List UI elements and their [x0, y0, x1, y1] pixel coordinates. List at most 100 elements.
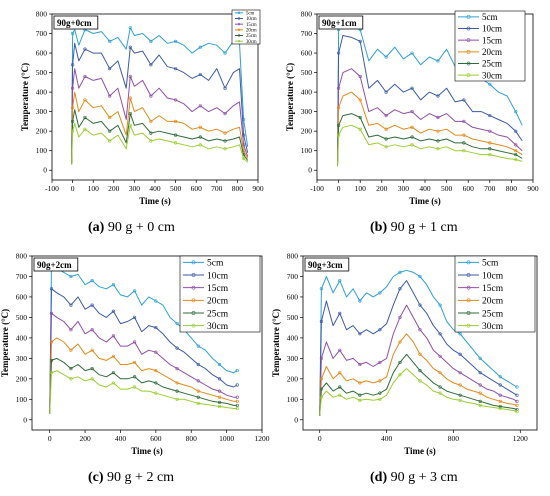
series-group — [319, 269, 519, 416]
series-group — [70, 26, 249, 165]
data-point — [49, 358, 54, 362]
data-point — [462, 141, 466, 145]
legend-marker — [466, 49, 471, 54]
data-point — [398, 315, 402, 320]
legend-box — [454, 255, 536, 333]
data-point — [217, 362, 222, 367]
legend-marker — [466, 298, 471, 303]
data-point — [133, 375, 137, 379]
chart-title: 90g+2cm — [37, 260, 72, 270]
data-point — [410, 51, 414, 55]
data-point — [336, 86, 341, 90]
data-point — [217, 377, 222, 381]
chart-panel-b: -100 0 100 200 300 400 500 600 700 800 900 0 100 200 3… — [275, 0, 550, 248]
data-point — [133, 385, 137, 389]
data-point — [175, 381, 179, 385]
data-point — [69, 274, 73, 279]
y-tick-label: 700 — [301, 29, 313, 38]
y-tick-label: 0 — [43, 166, 47, 175]
y-tick-label: 200 — [301, 127, 313, 136]
series-line-5cm — [71, 27, 249, 165]
y-tick-label: 300 — [16, 354, 28, 363]
legend-label: 10cm — [207, 271, 229, 281]
data-point — [198, 125, 202, 129]
data-point — [319, 356, 323, 360]
data-point — [358, 332, 362, 336]
data-point — [498, 375, 502, 379]
legend-label: 5cm — [482, 259, 499, 269]
x-tick-label: 1200 — [513, 434, 528, 443]
data-point — [223, 147, 227, 151]
legend-label: 30cm — [207, 322, 229, 332]
data-point — [149, 63, 153, 67]
x-axis-label: Time (s) — [409, 196, 441, 206]
data-point — [154, 350, 158, 354]
data-point — [498, 404, 502, 409]
plot-frame — [302, 255, 538, 431]
legend-marker — [191, 311, 196, 315]
legend-label: 20cm — [482, 47, 502, 57]
x-axis-label: Time (s) — [404, 446, 436, 456]
x-tick-label: 600 — [150, 434, 162, 443]
data-point — [358, 381, 362, 385]
data-point — [83, 98, 87, 102]
data-point — [438, 385, 442, 389]
legend-marker — [466, 38, 471, 43]
data-point — [498, 406, 502, 411]
x-tick-label: 100 — [88, 184, 100, 193]
data-point — [436, 147, 440, 151]
x-tick-label: 200 — [108, 184, 120, 193]
data-point — [378, 379, 382, 383]
data-point — [338, 311, 342, 315]
data-point — [338, 278, 342, 283]
series-line-25cm — [49, 357, 238, 414]
data-point — [196, 395, 200, 399]
x-tick-label: 800 — [506, 184, 518, 193]
data-point — [90, 366, 94, 371]
caption-d: (d) 90 g + 3 cm — [370, 470, 458, 486]
data-point — [70, 119, 75, 124]
x-tick-label: 800 — [232, 184, 244, 193]
data-point — [398, 287, 402, 291]
caption-b: (b) 90 g + 1 cm — [370, 220, 458, 236]
data-point — [111, 283, 115, 287]
data-point — [398, 360, 402, 365]
data-point — [378, 291, 382, 295]
data-point — [235, 395, 239, 399]
data-point — [358, 398, 362, 402]
chart-panel-c: 0 200 400 600 800 1000 1200 0 100 200 300 400 500 600… — [0, 248, 275, 496]
y-tick-label: 500 — [301, 68, 313, 77]
data-point — [70, 86, 75, 90]
data-point — [418, 303, 422, 307]
data-point — [488, 147, 492, 151]
data-point — [217, 395, 222, 399]
data-point — [108, 67, 112, 71]
data-point — [514, 153, 518, 157]
y-tick-label: 0 — [294, 415, 298, 424]
data-point — [384, 90, 388, 94]
y-tick-label: 600 — [287, 292, 299, 301]
caption-text-a: 90 g + 0 cm — [107, 220, 175, 235]
legend-label: 25cm — [207, 309, 229, 319]
data-point — [217, 400, 222, 404]
series-line-15cm — [319, 304, 518, 416]
legend-label: 10cm — [482, 24, 502, 34]
data-point — [458, 393, 462, 397]
data-point — [378, 397, 382, 401]
data-point — [128, 26, 132, 30]
data-point — [133, 289, 137, 293]
legend-marker — [191, 298, 196, 303]
series-line-20cm — [49, 337, 238, 414]
x-tick-label: -100 — [45, 184, 59, 193]
x-axis-label: Time (s) — [139, 196, 171, 206]
data-point — [319, 377, 323, 381]
chart-a: -100 0 100 200 300 400 500 600 700 800 900 0 100 200 3… — [20, 10, 264, 207]
series-line-10cm — [319, 280, 518, 416]
data-point — [111, 334, 115, 338]
data-point — [384, 55, 388, 59]
data-point — [514, 129, 518, 133]
data-point — [488, 141, 492, 145]
chart-b: -100 0 100 200 300 400 500 600 700 800 900 0 100 200 3… — [285, 10, 539, 207]
